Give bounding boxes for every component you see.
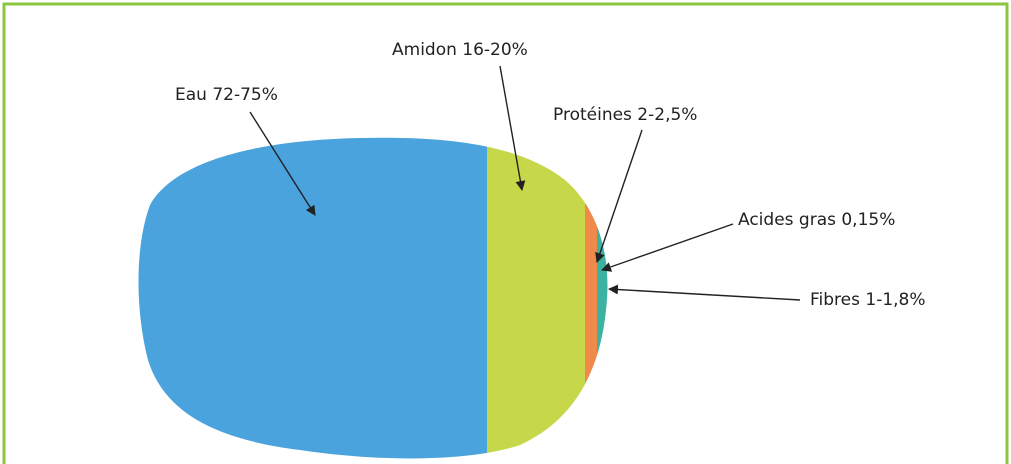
arrow [595, 129, 643, 263]
label: Protéines 2-2,5% [553, 105, 697, 125]
label: Eau 72-75% [175, 85, 278, 105]
potato [138, 137, 608, 459]
arrow [499, 65, 526, 191]
arrow [601, 223, 734, 272]
arrow [249, 111, 316, 216]
label: Acides gras 0,15% [738, 210, 895, 230]
segment-starch [487, 137, 585, 459]
segment-water [138, 137, 487, 459]
arrow [608, 284, 801, 301]
label: Fibres 1-1,8% [810, 290, 926, 310]
label: Amidon 16-20% [392, 40, 528, 60]
segment-fibre [597, 137, 608, 459]
